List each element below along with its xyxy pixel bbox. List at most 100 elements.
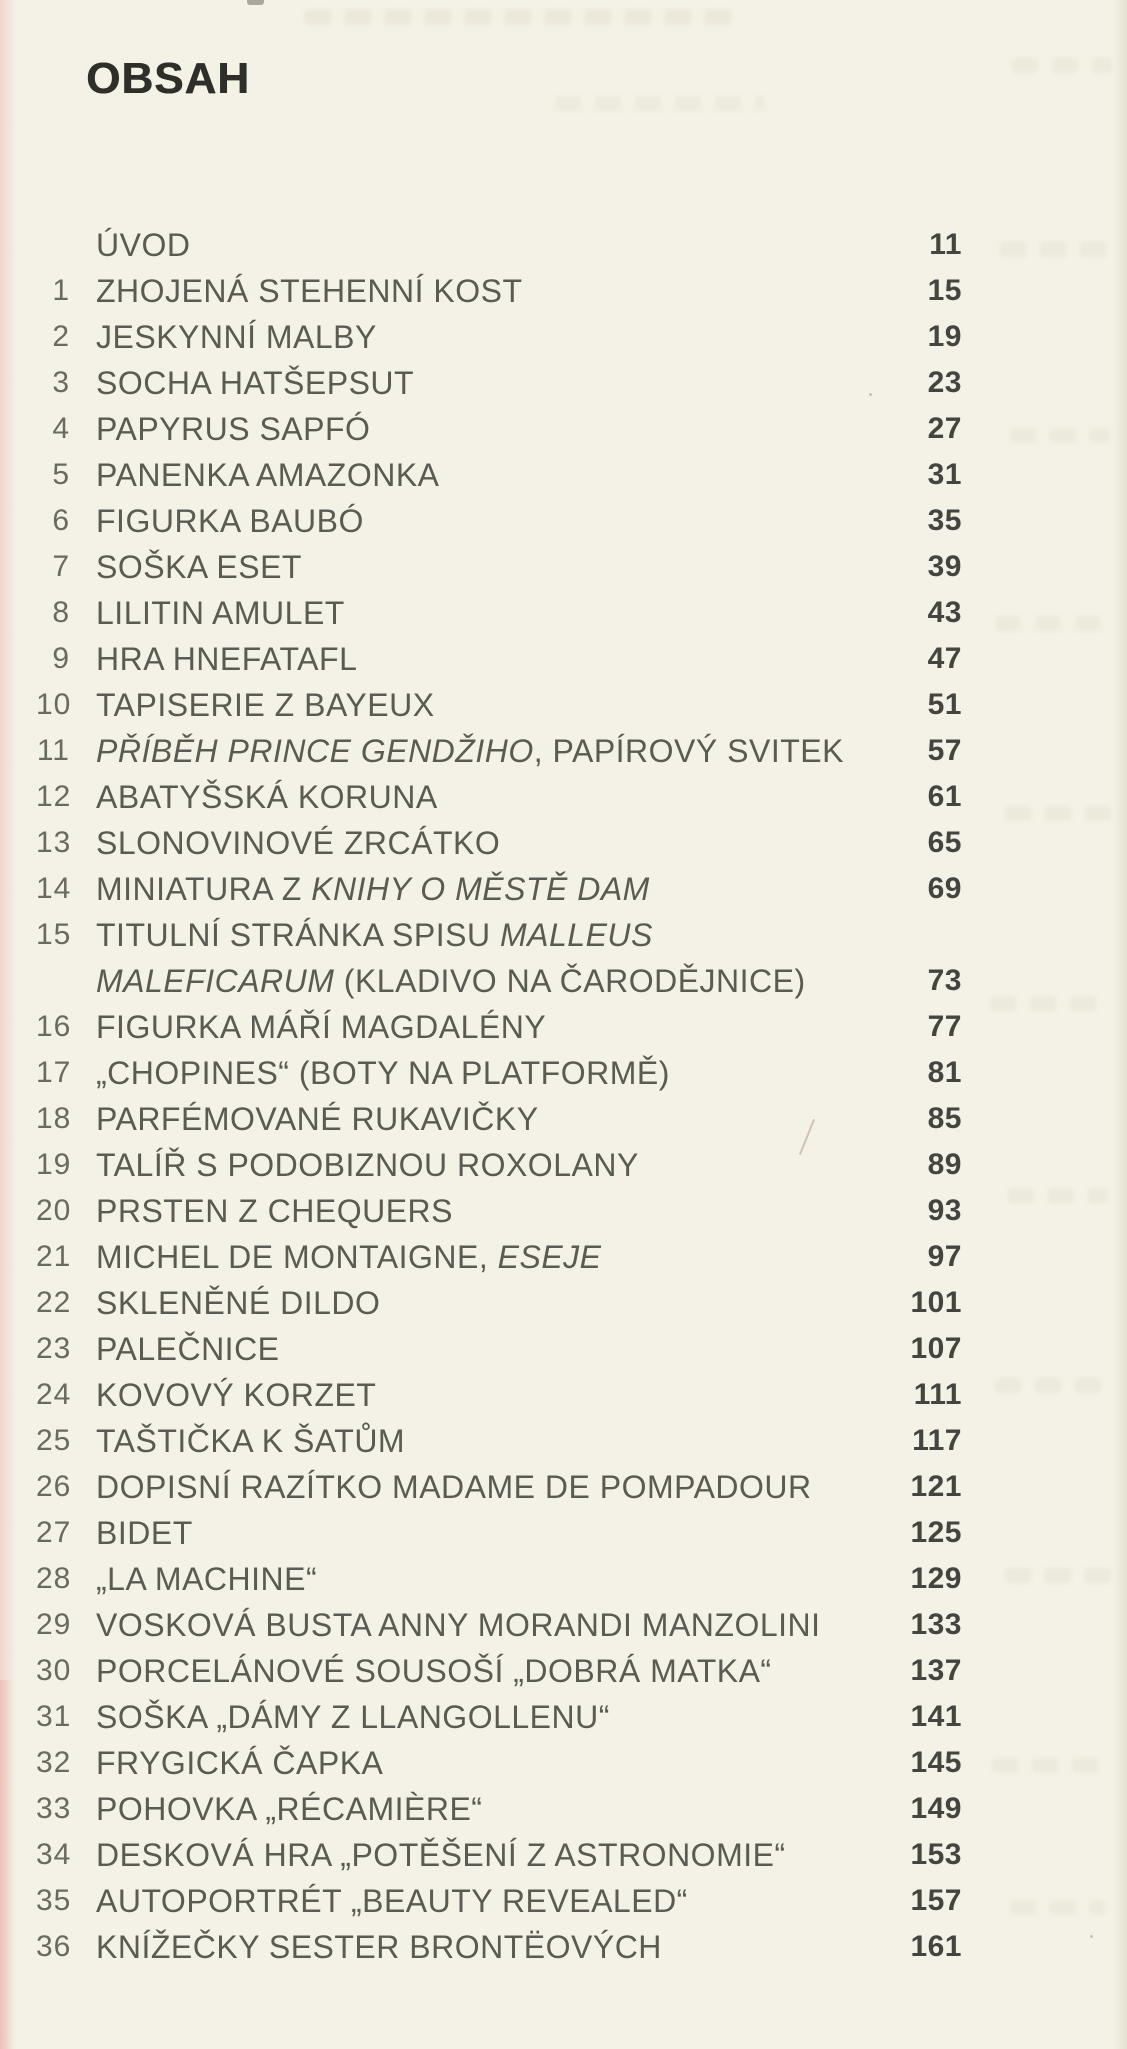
toc-entry-number: 10 [36,688,72,721]
toc-entry-number: 28 [36,1562,72,1595]
toc-title-line: POHOVKA „RÉCAMIÈRE“ [96,1786,878,1832]
toc-entry-page: 145 [910,1746,962,1779]
toc-row: 13 SLONOVINOVÉ ZRCÁTKO 65 [36,820,962,866]
toc-entry-title: „LA MACHINE“ [96,1556,878,1602]
toc-entry-title: FRYGICKÁ ČAPKA [96,1740,878,1786]
toc-title-line: ÚVOD [96,222,878,268]
toc-entry-title: „CHOPINES“ (BOTY NA PLATFORMĚ) [96,1050,878,1096]
toc-entry-number: 2 [52,320,70,353]
toc-row: 26 DOPISNÍ RAZÍTKO MADAME DE POMPADOUR 1… [36,1464,962,1510]
toc-entry-number: 31 [36,1700,72,1733]
toc-title-line: VOSKOVÁ BUSTA ANNY MORANDI MANZOLINI [96,1602,878,1648]
toc-entry-page: 107 [910,1332,962,1365]
toc-title-segment: ABATYŠSKÁ KORUNA [96,779,438,815]
toc-entry-number: 21 [36,1240,72,1273]
bleed-through-smudge [1010,1900,1105,1915]
toc-entry-number: 35 [36,1884,72,1917]
toc-title-segment: PARFÉMOVANÉ RUKAVIČKY [96,1101,539,1137]
toc-title-line: SKLENĚNÉ DILDO [96,1280,878,1326]
toc-entry-number: 30 [36,1654,72,1687]
toc-row: 21 MICHEL DE MONTAIGNE, ESEJE 97 [36,1234,962,1280]
scan-top-mark [247,0,264,5]
toc-entry-title: TAPISERIE Z BAYEUX [96,682,878,728]
toc-title-segment: PANENKA AMAZONKA [96,457,440,493]
toc-entry-number: 9 [52,642,70,675]
toc-title-segment: DESKOVÁ HRA „POTĚŠENÍ Z ASTRONOMIE“ [96,1837,786,1873]
toc-entry-number: 3 [52,366,70,399]
toc-title-line: MINIATURA Z KNIHY O MĚSTĚ DAM [96,866,878,912]
toc-title-line: KOVOVÝ KORZET [96,1372,878,1418]
bleed-through-smudge [1005,806,1111,821]
toc-entry-number: 12 [36,780,72,813]
toc-row: 12 ABATYŠSKÁ KORUNA 61 [36,774,962,820]
toc-entry-page: 81 [927,1056,962,1089]
toc-title-segment: VOSKOVÁ BUSTA ANNY MORANDI MANZOLINI [96,1607,821,1643]
toc-entry-page: 73 [927,964,962,997]
toc-row: 24 KOVOVÝ KORZET 111 [36,1372,962,1418]
toc-entry-number: 23 [36,1332,72,1365]
toc-title-segment: PORCELÁNOVÉ SOUSOŠÍ „DOBRÁ MATKA“ [96,1653,772,1689]
toc-entry-title: JESKYNNÍ MALBY [96,314,878,360]
toc-entry-title: MINIATURA Z KNIHY O MĚSTĚ DAM [96,866,878,912]
toc-entry-number: 19 [36,1148,72,1181]
toc-entry-number: 17 [36,1056,72,1089]
toc-title-segment: MICHEL DE MONTAIGNE, [96,1239,498,1275]
toc-entry-number: 26 [36,1470,72,1503]
toc-entry-number: 14 [36,872,72,905]
toc-title-line: FRYGICKÁ ČAPKA [96,1740,878,1786]
toc-title-segment: ÚVOD [96,227,191,263]
toc-entry-title: DESKOVÁ HRA „POTĚŠENÍ Z ASTRONOMIE“ [96,1832,878,1878]
toc-entry-title: ZHOJENÁ STEHENNÍ KOST [96,268,878,314]
toc-row: 34 DESKOVÁ HRA „POTĚŠENÍ Z ASTRONOMIE“ 1… [36,1832,962,1878]
toc-entry-title: PRSTEN Z CHEQUERS [96,1188,878,1234]
toc-entry-number: 27 [36,1516,72,1549]
toc-entry-title: BIDET [96,1510,878,1556]
toc-entry-title: KOVOVÝ KORZET [96,1372,878,1418]
bleed-through-smudge [1012,58,1112,73]
toc-entry-page: 125 [910,1516,962,1549]
toc-entry-page: 15 [927,274,962,307]
toc-title-segment: „CHOPINES“ (BOTY NA PLATFORMĚ) [96,1055,670,1091]
toc-title-segment: DOPISNÍ RAZÍTKO MADAME DE POMPADOUR [96,1469,812,1505]
toc-title-line: PŘÍBĚH PRINCE GENDŽIHO, PAPÍROVÝ SVITEK [96,728,878,774]
toc-entry-page: 89 [927,1148,962,1181]
toc-title-line: SOŠKA ESET [96,544,878,590]
toc-entry-title: VOSKOVÁ BUSTA ANNY MORANDI MANZOLINI [96,1602,878,1648]
toc-title-segment: , PAPÍROVÝ SVITEK [533,733,844,769]
toc-row: 27 BIDET 125 [36,1510,962,1556]
bleed-through-smudge [1008,1188,1108,1203]
toc-title-segment-italic: PŘÍBĚH PRINCE GENDŽIHO [96,733,534,769]
toc-title-segment: HRA HNEFATAFL [96,641,358,677]
toc-row: 15 TITULNÍ STRÁNKA SPISU MALLEUS MALEFICA… [36,912,962,1004]
toc-entry-title: PANENKA AMAZONKA [96,452,878,498]
toc-title-segment: TAPISERIE Z BAYEUX [96,687,435,723]
toc-entry-page: 141 [910,1700,962,1733]
toc-entry-page: 39 [927,550,962,583]
toc-title-line: MALEFICARUM (KLADIVO NA ČARODĚJNICE) [96,958,878,1004]
toc-entry-title: SLONOVINOVÉ ZRCÁTKO [96,820,878,866]
bleed-through-smudge [992,1758,1110,1773]
toc-title-line: FIGURKA BAUBÓ [96,498,878,544]
toc-title-segment-italic: KNIHY O MĚSTĚ DAM [311,871,650,907]
toc-entry-title: SOŠKA ESET [96,544,878,590]
toc-row: 1 ZHOJENÁ STEHENNÍ KOST 15 [36,268,962,314]
toc-entry-number: 20 [36,1194,72,1227]
toc-entry-title: TAŠTIČKA K ŠATŮM [96,1418,878,1464]
toc-entry-title: LILITIN AMULET [96,590,878,636]
toc-entry-page: 137 [910,1654,962,1687]
toc-row: 8 LILITIN AMULET 43 [36,590,962,636]
toc-entry-page: 77 [927,1010,962,1043]
toc-entry-page: 31 [927,458,962,491]
toc-entry-number: 6 [52,504,70,537]
toc-row: 9 HRA HNEFATAFL 47 [36,636,962,682]
toc-title-line: „LA MACHINE“ [96,1556,878,1602]
toc-title-segment-italic: ESEJE [497,1239,602,1275]
toc-entry-title: ÚVOD [96,222,878,268]
toc-title-line: SLONOVINOVÉ ZRCÁTKO [96,820,878,866]
toc-row: 6 FIGURKA BAUBÓ 35 [36,498,962,544]
toc-row: 5 PANENKA AMAZONKA 31 [36,452,962,498]
toc-entry-page: 161 [910,1930,962,1963]
toc-row: 4 PAPYRUS SAPFÓ 27 [36,406,962,452]
toc-title-segment: SOCHA HATŠEPSUT [96,365,415,401]
toc-title-segment: SKLENĚNÉ DILDO [96,1285,381,1321]
